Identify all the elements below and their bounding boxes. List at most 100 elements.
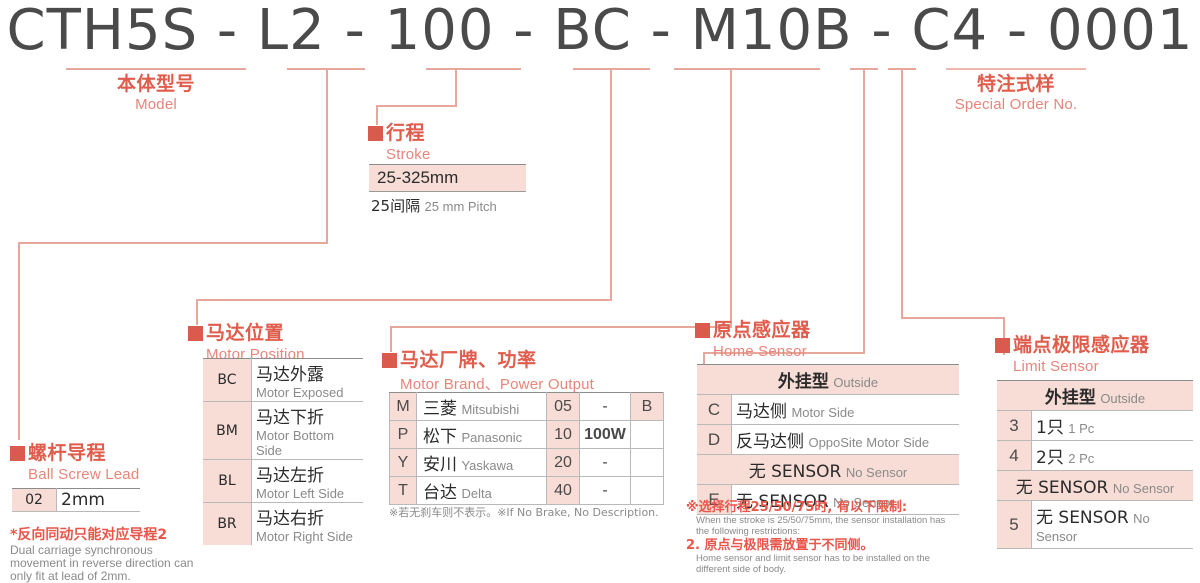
home-sensor-en-1: OppoSite Motor Side xyxy=(808,435,930,450)
home-sensor-note-0-en-2: the following restrictions: xyxy=(696,526,801,537)
limit-sensor-code-2: 5 xyxy=(997,500,1032,549)
limit-sensor-band-outside: 外挂型 Outside xyxy=(997,380,1193,411)
brand-en-3: Delta xyxy=(461,486,492,501)
home-sensor-note-0-en-1: When the stroke is 25/50/75mm, the senso… xyxy=(696,515,946,526)
diagram-canvas: CTH5S - L2 - 100 - BC - M10B - C4 - 0001… xyxy=(7,0,1193,583)
motor-position-desc-3: 马达右折 Motor Right Side xyxy=(252,503,364,546)
motor-position-desc-2: 马达左折 Motor Left Side xyxy=(251,459,363,503)
motor-position-en-2: Motor Left Side xyxy=(256,486,345,501)
home-sensor-band-nosensor: 无 SENSOR No Sensor xyxy=(697,454,959,485)
leader-underline-stroke xyxy=(426,68,521,70)
limit-sensor-cn-2: 无 SENSOR xyxy=(1036,508,1129,528)
group-limit-sensor-label-en: Limit Sensor xyxy=(1013,358,1099,375)
home-sensor-desc-2: 无 SENSOR No Sensor xyxy=(731,484,959,515)
home-sensor-en-2: No Sensor xyxy=(833,495,895,510)
brand-brake-2 xyxy=(630,448,664,477)
leader-v-lead-3 xyxy=(18,242,20,440)
brand-power-1: 100W xyxy=(579,420,631,449)
brand-brake-1 xyxy=(630,420,664,449)
motor-position-en-0: Motor Exposed xyxy=(256,385,344,400)
brand-code-2: Y xyxy=(389,448,417,477)
brand-power-code-2: 20 xyxy=(546,448,580,477)
bullet-square-icon xyxy=(382,353,397,368)
motor-position-code-3: BR xyxy=(203,502,252,545)
brand-power-2: - xyxy=(579,448,631,477)
leader-underline-special xyxy=(946,68,1086,70)
lead-value-cell: 2mm xyxy=(56,488,140,512)
group-motor-brand-label-en: Motor Brand、Power Output xyxy=(400,376,595,393)
motor-position-desc-1: 马达下折 Motor Bottom Side xyxy=(251,401,363,460)
group-special-order-label-cn: 特注式样 xyxy=(976,73,1055,95)
motor-position-cn-0: 马达外露 xyxy=(256,365,324,385)
home-sensor-code-1: D xyxy=(697,424,732,455)
leader-v-home-3 xyxy=(703,352,705,372)
home-sensor-band1-cell: 外挂型 Outside xyxy=(697,364,959,395)
group-motor-position: 马达位置 Motor Position xyxy=(188,318,305,363)
motor-position-en-1: Motor Bottom Side xyxy=(256,428,335,458)
leader-v-stroke-3 xyxy=(376,105,378,125)
limit-sensor-table: 外挂型 Outside 3 1只 1 Pc 4 2只 2 Pc 无 SENSOR… xyxy=(997,380,1193,549)
leader-v-limit-3 xyxy=(1003,317,1005,355)
table-row: BL 马达左折 Motor Left Side xyxy=(203,459,363,503)
group-motor-brand-label-cn: 马达厂牌、功率 xyxy=(400,349,537,371)
leader-h-limit-2 xyxy=(901,317,1005,319)
ball-screw-note-cn: *反向同动只能对应导程2 xyxy=(10,527,168,543)
home-sensor-note-1-en-1: Home sensor and limit sensor has to be i… xyxy=(696,553,930,564)
table-row: 4 2只 2 Pc xyxy=(997,440,1193,471)
ball-screw-note-en-2: movement in reverse direction can xyxy=(10,556,194,570)
group-ball-screw-lead-label-cn: 螺杆导程 xyxy=(28,442,107,464)
group-limit-sensor-label-cn: 端点极限感应器 xyxy=(1013,334,1150,356)
stroke-pitch-cell: 25间隔 25 mm Pitch xyxy=(369,192,526,217)
motor-position-code-2: BL xyxy=(203,459,252,503)
limit-sensor-band2-en: No Sensor xyxy=(1112,481,1175,496)
lead-code-cell: 02 xyxy=(12,488,57,512)
bullet-square-icon xyxy=(10,446,25,461)
limit-sensor-code-0: 3 xyxy=(997,410,1032,441)
brand-en-1: Panasonic xyxy=(461,430,523,445)
home-sensor-note-1-cn: 2. 原点与极限需放置于不同侧。 xyxy=(686,538,874,553)
limit-sensor-en-1: 2 Pc xyxy=(1068,451,1095,466)
leader-v-lead-1 xyxy=(326,68,328,244)
group-special-order: 特注式样 Special Order No. xyxy=(946,73,1086,114)
motor-brand-table: M 三菱 Mitsubishi 05 - B P 松下 Panasonic 10… xyxy=(389,392,664,505)
stroke-range-value: 25-325mm xyxy=(369,164,526,192)
group-home-sensor: 原点感应器 Home Sensor xyxy=(695,315,811,360)
home-sensor-desc-1: 反马达侧 OppoSite Motor Side xyxy=(731,424,959,455)
limit-sensor-band1-cell: 外挂型 Outside xyxy=(997,380,1193,411)
group-ball-screw-lead-label-en: Ball Screw Lead xyxy=(28,466,140,483)
brand-name-2: 安川 Yaskawa xyxy=(416,448,547,477)
lead-value-text: 2mm xyxy=(61,490,105,510)
table-row: BR 马达右折 Motor Right Side xyxy=(203,502,364,546)
group-special-order-label-en: Special Order No. xyxy=(954,96,1078,113)
brand-power-code-1: 10 xyxy=(546,420,580,449)
home-sensor-code-2: E xyxy=(697,484,732,515)
table-row: 5 无 SENSOR No Sensor xyxy=(997,500,1193,549)
group-stroke-label-cn: 行程 xyxy=(386,122,426,144)
motor-position-code-0: BC xyxy=(203,358,252,402)
home-sensor-note-1-en-2: different side of body. xyxy=(696,564,786,575)
limit-sensor-en-0: 1 Pc xyxy=(1068,421,1095,436)
brand-name-1: 松下 Panasonic xyxy=(416,420,547,449)
group-model: 本体型号 Model xyxy=(66,74,246,114)
stroke-pitch-en: 25 mm Pitch xyxy=(424,199,497,214)
table-row: Y 安川 Yaskawa 20 - xyxy=(389,448,664,477)
brand-cn-2: 安川 xyxy=(423,455,457,475)
limit-sensor-cn-0: 1只 xyxy=(1036,418,1064,438)
brand-power-0: - xyxy=(579,392,631,421)
motor-position-code-1: BM xyxy=(203,401,252,460)
motor-position-en-3: Motor Right Side xyxy=(256,529,353,544)
table-row: C 马达侧 Motor Side xyxy=(697,394,959,425)
brand-brake-0: B xyxy=(630,392,664,421)
leader-v-limit-1 xyxy=(901,68,903,319)
table-row: E 无 SENSOR No Sensor xyxy=(697,484,959,515)
home-sensor-note-0-cn: ※选择行程25/50/75时, 有以下限制: xyxy=(686,500,908,515)
limit-sensor-desc-0: 1只 1 Pc xyxy=(1031,410,1193,441)
group-ball-screw-lead: 螺杆导程 Ball Screw Lead xyxy=(10,438,139,483)
limit-sensor-band1-en: Outside xyxy=(1100,391,1146,406)
home-sensor-band2-cell: 无 SENSOR No Sensor xyxy=(697,454,959,485)
motor-position-cn-1: 马达下折 xyxy=(256,408,324,428)
leader-underline-model xyxy=(66,68,246,70)
home-sensor-band2-en: No Sensor xyxy=(845,465,908,480)
bullet-square-icon xyxy=(695,323,710,338)
group-limit-sensor: 端点极限感应器 Limit Sensor xyxy=(995,330,1150,375)
